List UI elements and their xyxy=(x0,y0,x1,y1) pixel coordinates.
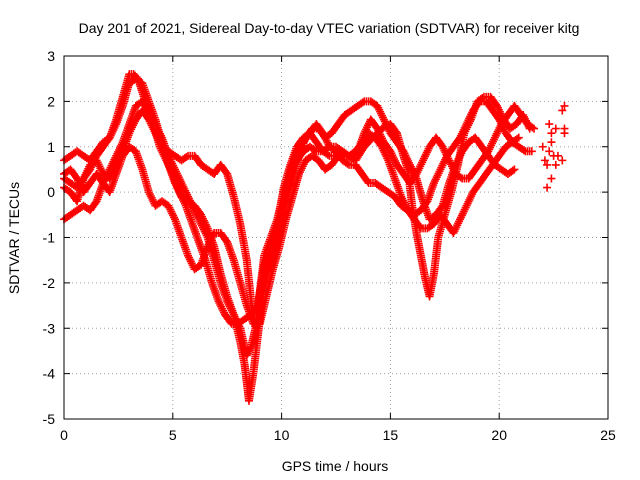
chart-title: Day 201 of 2021, Sidereal Day-to-day VTE… xyxy=(79,20,580,36)
x-tick-label: 0 xyxy=(60,427,68,443)
data-point xyxy=(543,160,552,169)
data-point xyxy=(545,147,554,156)
data-point xyxy=(514,133,523,142)
x-axis-tick-labels: 0 5 10 15 20 25 xyxy=(60,427,616,443)
data-point xyxy=(547,129,556,138)
y-tick-label: 1 xyxy=(47,139,55,155)
data-point xyxy=(553,151,562,160)
plot-frame xyxy=(63,55,609,420)
y-axis-tick-labels: -5 -4 -3 -2 -1 0 1 2 3 xyxy=(43,48,56,427)
data-point xyxy=(530,124,539,133)
x-tick-label: 15 xyxy=(383,427,399,443)
y-tick-label: -3 xyxy=(43,320,56,336)
y-tick-label: -4 xyxy=(43,366,56,382)
data-point xyxy=(551,160,560,169)
y-tick-label: -5 xyxy=(43,411,56,427)
data-point xyxy=(547,138,556,147)
series-track-6 xyxy=(538,101,569,192)
y-tick-label: -1 xyxy=(43,230,56,246)
data-point xyxy=(558,156,567,165)
data-point xyxy=(560,101,569,110)
data-point xyxy=(538,142,547,151)
x-axis-label: GPS time / hours xyxy=(282,458,389,474)
data-point xyxy=(545,120,554,129)
x-tick-label: 5 xyxy=(169,427,177,443)
series-track-5 xyxy=(60,97,523,333)
data-point xyxy=(543,183,552,192)
y-tick-label: -2 xyxy=(43,275,56,291)
y-tick-label: 3 xyxy=(47,48,55,64)
data-point xyxy=(510,165,519,174)
y-tick-label: 0 xyxy=(47,184,55,200)
data-point xyxy=(558,106,567,115)
data-point xyxy=(540,156,549,165)
data-point xyxy=(527,147,536,156)
data-point xyxy=(547,174,556,183)
y-tick-label: 2 xyxy=(47,93,55,109)
data-point xyxy=(560,124,569,133)
data-point xyxy=(551,124,560,133)
x-tick-label: 25 xyxy=(600,427,616,443)
y-axis-label: SDTVAR / TECUs xyxy=(6,182,22,294)
x-tick-label: 10 xyxy=(274,427,290,443)
x-tick-label: 20 xyxy=(491,427,507,443)
data-points xyxy=(60,70,569,405)
